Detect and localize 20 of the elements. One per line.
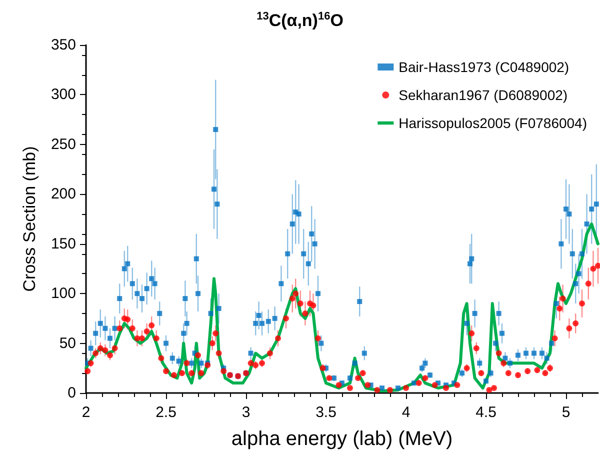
y-tick-label: 150 [50,235,76,252]
x-tick-label: 4.5 [476,404,496,421]
x-tick-label: 2.5 [156,404,176,421]
legend-label: Sekharan1967 (D6089002) [398,87,568,103]
y-tick-label: 50 [59,334,76,352]
x-tick-label: 3.5 [316,404,336,421]
y-tick-label: 200 [50,186,76,203]
y-tick-label: 100 [50,285,76,302]
x-tick-label: 5 [562,404,570,421]
x-tick-label: 4 [402,404,410,421]
y-tick-label: 300 [50,86,76,104]
x-tick-label: 3 [242,404,250,421]
x-axis-title: alpha energy (lab) (MeV) [231,428,453,450]
y-axis-title: Cross Section (mb) [20,146,39,292]
x-tick-label: 2 [82,404,90,421]
legend-label: Bair-Hass1973 (C0489002) [398,59,570,75]
legend-label: Harissopulos2005 (F0786004) [398,115,588,131]
y-tick-label: 250 [50,136,76,153]
y-tick-label: 350 [50,36,76,54]
y-tick-label: 0 [68,384,76,402]
